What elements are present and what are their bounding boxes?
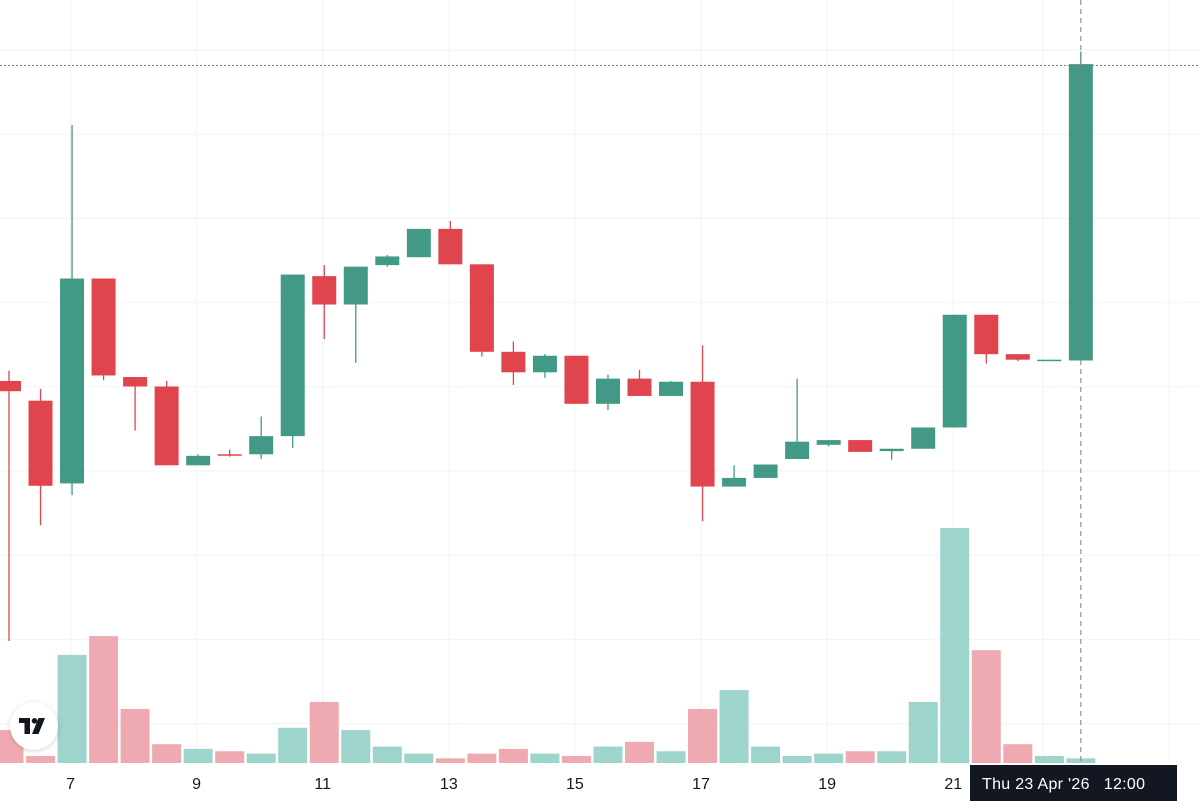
candle-body bbox=[438, 228, 463, 265]
volume-bar bbox=[183, 748, 213, 763]
volume-bar bbox=[908, 701, 938, 763]
candle-body bbox=[722, 477, 747, 487]
volume-bar bbox=[215, 751, 245, 763]
candles bbox=[0, 51, 1093, 642]
candle-body bbox=[469, 264, 494, 352]
candle-body bbox=[249, 436, 274, 455]
candle-body bbox=[375, 256, 400, 266]
x-tick-label: 15 bbox=[566, 776, 584, 793]
volume-bar bbox=[57, 654, 87, 763]
volume-bar bbox=[656, 751, 686, 763]
volume-bar bbox=[940, 528, 970, 763]
time-label-time: 12:00 bbox=[1104, 776, 1146, 793]
volume-bar bbox=[372, 746, 402, 763]
volume-bar bbox=[688, 708, 718, 763]
candle-body bbox=[848, 440, 873, 452]
candle-body bbox=[1005, 354, 1030, 360]
volume-bar bbox=[814, 753, 844, 763]
volume-bar bbox=[120, 708, 150, 763]
volume-bar bbox=[751, 746, 781, 763]
volume-bar bbox=[530, 753, 560, 763]
candle-body bbox=[501, 351, 526, 373]
volume-bar bbox=[89, 636, 119, 763]
candle-body bbox=[595, 378, 620, 404]
volume-bar bbox=[877, 751, 907, 763]
candle-body bbox=[1068, 64, 1093, 361]
time-label-date: Thu 23 Apr '26 bbox=[982, 776, 1090, 793]
candle-body bbox=[879, 448, 904, 452]
volume-bar bbox=[341, 730, 371, 763]
volume-bar bbox=[309, 701, 339, 763]
candle-body bbox=[753, 464, 778, 478]
volume-bar bbox=[498, 748, 528, 763]
candle-body bbox=[564, 355, 589, 404]
volume-bar bbox=[404, 753, 434, 763]
candle-body bbox=[785, 441, 810, 459]
candle-body bbox=[532, 355, 557, 373]
candle-body bbox=[942, 314, 967, 428]
volume-bar bbox=[593, 746, 623, 763]
x-tick-label: 9 bbox=[192, 776, 201, 793]
time-label-text: Thu 23 Apr '26 12:00 bbox=[982, 776, 1145, 793]
candle-body bbox=[0, 380, 21, 392]
candle-body bbox=[217, 454, 242, 456]
candle-body bbox=[154, 386, 179, 466]
volume-bar bbox=[561, 755, 591, 763]
volume-bar bbox=[971, 650, 1001, 763]
candle-body bbox=[911, 427, 936, 449]
candle-body bbox=[186, 455, 211, 466]
x-tick-label: 17 bbox=[692, 776, 710, 793]
candle-body bbox=[60, 278, 85, 484]
tv-logo-glyph bbox=[19, 718, 45, 734]
time-label-background bbox=[970, 765, 1177, 801]
candle-body bbox=[312, 276, 337, 305]
volume-bar bbox=[782, 755, 812, 763]
candle-body bbox=[406, 228, 431, 258]
x-tick-label: 13 bbox=[440, 776, 458, 793]
candle-body bbox=[1037, 359, 1062, 362]
volume-bar bbox=[625, 741, 654, 763]
volume-bar bbox=[845, 751, 875, 763]
candle-body bbox=[816, 440, 841, 445]
time-axis: 7 9 11 13 15 17 19 21 bbox=[66, 776, 962, 793]
candle-body bbox=[343, 266, 368, 305]
crosshair-time-label: Thu 23 Apr '26 12:00 bbox=[970, 765, 1177, 801]
volume-bar bbox=[246, 753, 276, 763]
candle-body bbox=[974, 314, 999, 355]
candle-body bbox=[659, 381, 684, 396]
volume-bar bbox=[26, 755, 56, 763]
volume-bar bbox=[719, 690, 749, 763]
candle-body bbox=[91, 278, 116, 376]
volume-bar bbox=[1034, 755, 1064, 763]
tradingview-logo-icon[interactable] bbox=[10, 702, 58, 750]
candle-body bbox=[123, 377, 148, 387]
candle-body bbox=[627, 378, 652, 396]
volume-bar bbox=[435, 758, 465, 763]
candle-body bbox=[280, 274, 305, 437]
volume-bar bbox=[278, 727, 308, 763]
volume-bars bbox=[0, 528, 1096, 763]
x-tick-label: 19 bbox=[818, 776, 836, 793]
volume-bar bbox=[152, 744, 182, 763]
crosshair bbox=[0, 0, 1200, 763]
candle-body bbox=[690, 381, 715, 487]
volume-bar bbox=[467, 753, 497, 763]
volume-bar bbox=[1003, 744, 1033, 763]
x-tick-label: 21 bbox=[944, 776, 962, 793]
x-tick-label: 11 bbox=[314, 776, 331, 793]
candle-body bbox=[28, 400, 53, 486]
x-tick-label: 7 bbox=[66, 776, 75, 793]
